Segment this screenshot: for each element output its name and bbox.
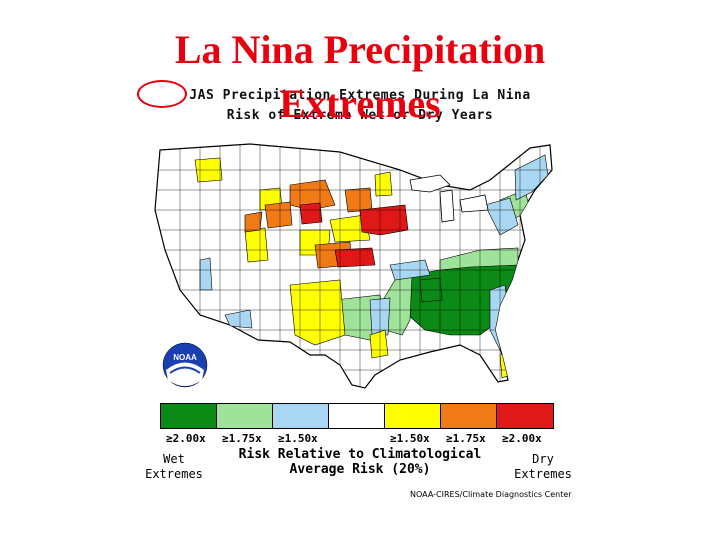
legend-tick-dry-1.75: ≥1.75x [446,432,486,445]
noaa-logo-text: NOAA [173,353,197,362]
legend-color-bar [160,403,554,429]
legend-tick-wet-2.00: ≥2.00x [166,432,206,445]
legend-swatch-wet-1.50 [273,404,329,428]
figure-heading-line2: Risk of Extreme Wet or Dry Years [226,108,494,123]
credit-text: NOAA-CIRES/Climate Diagnostics Center [410,490,572,499]
us-climate-division-map: NOAA [154,143,553,389]
legend-swatch-dry-2.00 [497,404,553,428]
wet-extremes-label: Wet Extremes [142,452,206,482]
wet-label-line1: Wet [163,452,185,466]
legend-caption-line2: Average Risk (20%) [289,462,431,477]
slide-title-line2: Extremes [279,81,441,126]
noaa-logo: NOAA [162,342,208,388]
region-dry-moderate [244,179,373,269]
slide-title-line1: La Nina Precipitation [174,27,546,72]
legend-swatch-wet-1.75 [217,404,273,428]
legend-swatch-neutral [329,404,385,428]
figure-heading-line1: JAS Precipitation Extremes During La Nin… [189,88,531,103]
dry-label-line1: Dry [532,452,554,466]
legend-tick-wet-1.75: ≥1.75x [222,432,262,445]
legend-swatch-dry-1.50 [385,404,441,428]
season-highlight-circle [137,80,187,108]
legend-tick-wet-1.50: ≥1.50x [278,432,318,445]
legend-swatch-wet-2.00 [161,404,217,428]
region-dry-strong [299,202,409,268]
division-grid [155,144,552,388]
legend-swatch-dry-1.75 [441,404,497,428]
legend-caption-line1: Risk Relative to Climatological [238,447,482,462]
legend-tick-dry-1.50: ≥1.50x [390,432,430,445]
legend-tick-dry-2.00: ≥2.00x [502,432,542,445]
great-lakes [409,174,489,223]
dry-extremes-label: Dry Extremes [508,452,578,482]
dry-label-line2: Extremes [514,467,572,481]
wet-label-line2: Extremes [145,467,203,481]
